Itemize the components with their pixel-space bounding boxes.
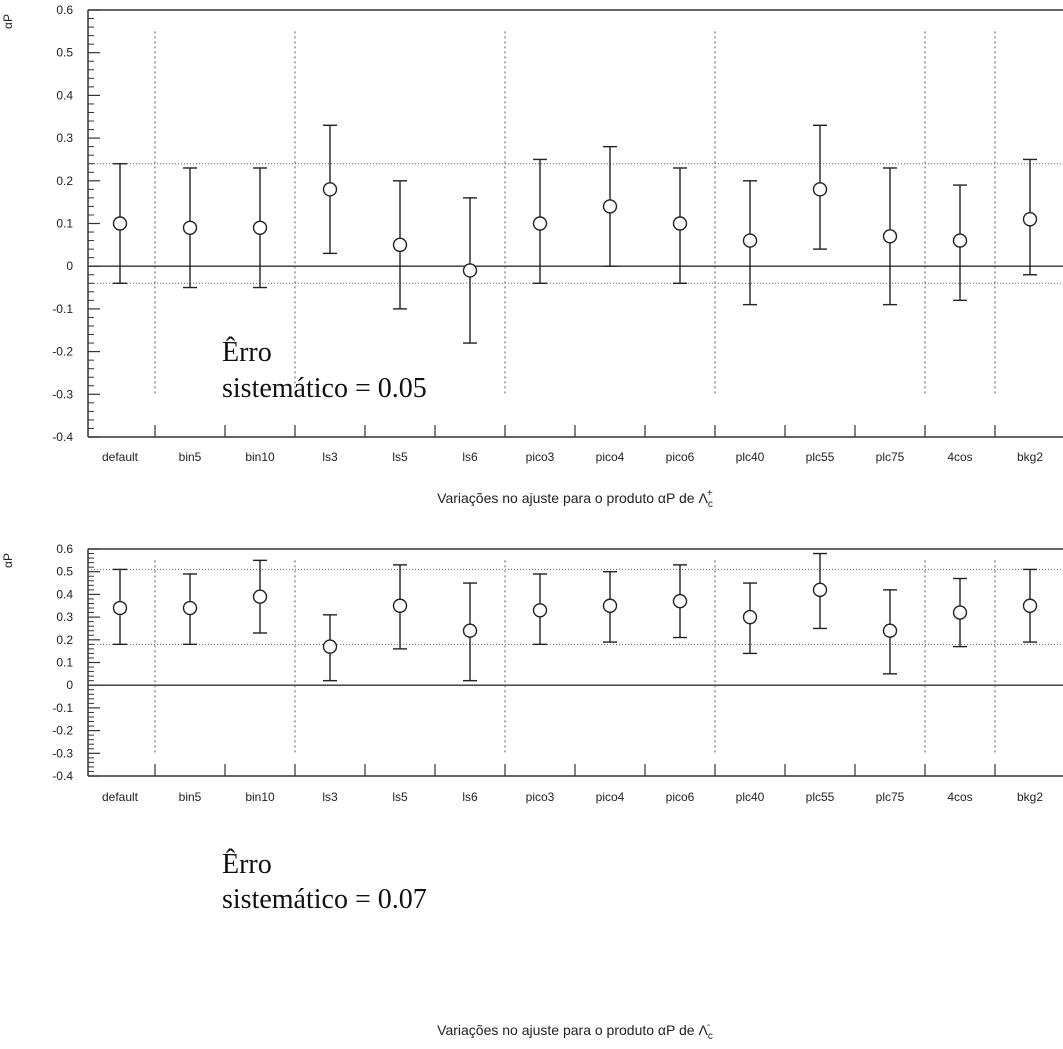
x-tick-label: ls3 (322, 450, 338, 464)
data-point (882, 229, 898, 244)
x-axis-title: Variações no ajuste para o produto αP de… (437, 488, 713, 510)
y-tick-label: 0 (66, 259, 73, 273)
data-point (742, 233, 758, 248)
y-tick-label: 0.2 (56, 174, 73, 188)
y-tick-label: -0.3 (52, 387, 73, 401)
x-tick-label: plc75 (876, 450, 905, 464)
y-tick-label: -0.4 (52, 430, 73, 444)
y-tick-label: 0.4 (56, 88, 73, 102)
x-tick-label: pico6 (666, 790, 695, 804)
data-point (672, 216, 688, 231)
x-tick-label: 4cos (947, 450, 972, 464)
x-axis-title-subscript: c (708, 1031, 713, 1042)
y-axis-label: αP (1, 14, 15, 29)
data-point (602, 598, 618, 613)
y-tick-label: -0.2 (52, 345, 73, 359)
x-tick-label: pico3 (526, 790, 555, 804)
y-tick-label: 0.5 (56, 565, 73, 579)
x-axis-title-superscript: + (707, 488, 713, 499)
x-tick-label: plc55 (806, 450, 835, 464)
x-tick-label: default (102, 790, 139, 804)
data-point (112, 600, 128, 616)
x-tick-label: ls5 (392, 450, 408, 464)
x-tick-label: 4cos (947, 790, 972, 804)
y-tick-label: 0.3 (56, 610, 73, 624)
data-point (182, 220, 198, 235)
data-point (322, 182, 338, 197)
y-tick-label: -0.4 (52, 769, 73, 783)
y-tick-label: 0.6 (56, 3, 73, 17)
x-tick-label: pico4 (596, 450, 625, 464)
x-tick-label: bin10 (245, 450, 275, 464)
data-point (882, 623, 898, 638)
y-tick-label: 0.1 (56, 217, 73, 231)
data-point (252, 589, 268, 604)
x-axis-title-symbol: Λ (698, 490, 708, 506)
y-tick-label: 0.3 (56, 131, 73, 145)
data-point (532, 216, 548, 231)
y-tick-label: 0.4 (56, 587, 73, 601)
y-tick-label: -0.3 (52, 746, 73, 760)
x-axis-title-superscript: - (707, 1020, 710, 1031)
data-point (182, 600, 198, 616)
data-point (322, 639, 338, 654)
x-tick-label: pico6 (666, 450, 695, 464)
y-axis-label: αP (1, 553, 15, 568)
y-tick-label: -0.1 (52, 701, 73, 715)
data-point (812, 182, 828, 197)
y-tick-label: 0.6 (56, 542, 73, 556)
y-tick-label: 0.1 (56, 656, 73, 670)
annotation-line-1: Êrro (222, 337, 272, 368)
y-tick-label: -0.1 (52, 302, 73, 316)
x-tick-label: pico3 (526, 450, 555, 464)
chart-panel-lambda-minus: αP 0.6 0.5 0.4 0.3 0.2 0.1 0 -0.1 -0.2 -0.3 -0.4 d… (1, 542, 1063, 1042)
data-point (1022, 598, 1038, 613)
x-tick-label: plc40 (736, 450, 765, 464)
x-axis-title: Variações no ajuste para o produto αP de… (437, 1020, 713, 1042)
data-point (672, 594, 688, 609)
x-tick-label: plc75 (876, 790, 905, 804)
x-tick-label: ls5 (392, 790, 408, 804)
data-point (462, 263, 478, 278)
x-tick-label: ls6 (462, 790, 478, 804)
y-tick-label: 0.5 (56, 46, 73, 60)
x-tick-label: plc55 (806, 790, 835, 804)
data-point (252, 220, 268, 235)
data-point (742, 609, 758, 625)
data-point (602, 199, 618, 214)
data-point (532, 603, 548, 618)
x-axis-title-main: Variações no ajuste para o produto αP de (437, 1022, 698, 1038)
x-tick-label: bin10 (245, 790, 275, 804)
x-tick-label: default (102, 450, 139, 464)
x-tick-label: ls6 (462, 450, 478, 464)
x-axis-title-symbol: Λ (698, 1022, 708, 1038)
y-tick-label: 0 (66, 678, 73, 692)
x-axis-title-subscript: c (708, 499, 713, 510)
data-point (112, 216, 128, 231)
x-tick-label: plc40 (736, 790, 765, 804)
annotation-line-1: Êrro (222, 849, 272, 880)
data-point (392, 237, 408, 253)
data-point (812, 582, 828, 598)
chart-panel-lambda-plus: αP 0.6 0.5 0.4 0.3 0.2 0.1 0 -0.1 -0.2 -0.3 -0.4 d… (1, 3, 1063, 510)
data-point (462, 623, 478, 638)
data-point (1022, 212, 1038, 227)
y-tick-label: 0.2 (56, 633, 73, 647)
x-tick-label: ls3 (322, 790, 338, 804)
annotation-line-2: sistemático = 0.07 (222, 884, 427, 915)
annotation-line-2: sistemático = 0.05 (222, 373, 427, 404)
x-tick-label: bin5 (179, 450, 202, 464)
x-tick-label: bkg2 (1017, 790, 1043, 804)
x-tick-label: pico4 (596, 790, 625, 804)
y-tick-label: -0.2 (52, 724, 73, 738)
x-axis-title-main: Variações no ajuste para o produto αP de (437, 490, 698, 506)
data-point (392, 598, 408, 613)
x-tick-label: bin5 (179, 790, 202, 804)
x-tick-label: bkg2 (1017, 450, 1043, 464)
data-point (952, 605, 968, 620)
data-point (952, 233, 968, 248)
